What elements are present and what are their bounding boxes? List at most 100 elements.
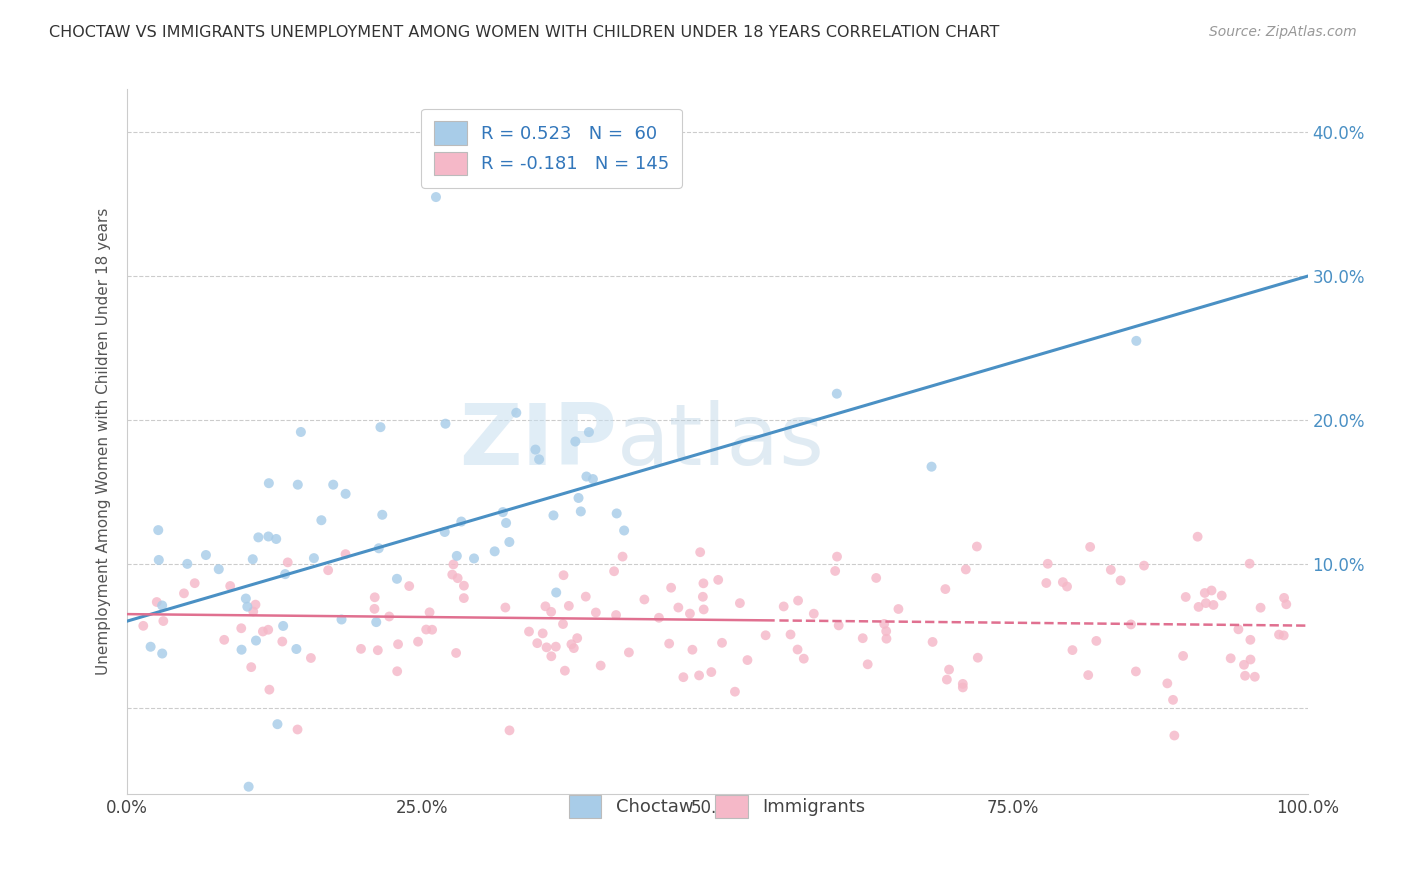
Point: [1243, 670, 1265, 684]
Point: [1233, 657, 1256, 672]
Point: [370, 420, 392, 434]
Point: [366, 615, 388, 629]
Point: [238, 780, 260, 794]
Point: [176, 557, 198, 571]
Point: [1062, 643, 1084, 657]
Point: [786, 642, 808, 657]
Point: [873, 616, 896, 631]
Point: [505, 406, 527, 420]
Point: [242, 552, 264, 566]
Point: [562, 641, 585, 656]
Point: [266, 717, 288, 731]
Point: [453, 579, 475, 593]
Point: [385, 572, 408, 586]
Point: [659, 581, 682, 595]
Point: [245, 598, 267, 612]
Point: [441, 558, 464, 572]
Point: [737, 653, 759, 667]
Point: [235, 591, 257, 606]
Point: [688, 668, 710, 682]
Point: [1052, 575, 1074, 590]
Point: [450, 515, 472, 529]
Legend: Choctaw, Immigrants: Choctaw, Immigrants: [557, 782, 877, 830]
Point: [1272, 628, 1295, 642]
Point: [1187, 599, 1209, 614]
Point: [498, 535, 520, 549]
Point: [551, 617, 574, 632]
Point: [1156, 676, 1178, 690]
Point: [252, 624, 274, 639]
Point: [724, 684, 747, 698]
Point: [463, 551, 485, 566]
Point: [387, 637, 409, 651]
Point: [316, 563, 339, 577]
Point: [367, 541, 389, 556]
Point: [1099, 563, 1122, 577]
Point: [689, 545, 711, 559]
Point: [350, 641, 373, 656]
Point: [1174, 590, 1197, 604]
Point: [212, 632, 235, 647]
Point: [148, 523, 170, 537]
Point: [875, 624, 897, 639]
Point: [803, 607, 825, 621]
Point: [183, 576, 205, 591]
Point: [145, 595, 167, 609]
Point: [612, 549, 634, 564]
Point: [582, 472, 605, 486]
Point: [498, 723, 520, 738]
Point: [330, 613, 353, 627]
Point: [856, 657, 879, 672]
Point: [364, 591, 387, 605]
Point: [865, 571, 887, 585]
Point: [287, 723, 309, 737]
Point: [966, 650, 988, 665]
Point: [589, 658, 612, 673]
Point: [1161, 693, 1184, 707]
Point: [257, 529, 280, 543]
Point: [208, 562, 231, 576]
Point: [257, 623, 280, 637]
Point: [335, 547, 357, 561]
Point: [1195, 596, 1218, 610]
Point: [311, 513, 333, 527]
Point: [150, 599, 173, 613]
Point: [517, 624, 540, 639]
Point: [553, 568, 575, 582]
Point: [558, 599, 581, 613]
Point: [531, 626, 554, 640]
Point: [546, 585, 568, 599]
Point: [1227, 623, 1250, 637]
Point: [938, 663, 960, 677]
Point: [952, 681, 974, 695]
Text: CHOCTAW VS IMMIGRANTS UNEMPLOYMENT AMONG WOMEN WITH CHILDREN UNDER 18 YEARS CORR: CHOCTAW VS IMMIGRANTS UNEMPLOYMENT AMONG…: [49, 25, 1000, 40]
Point: [1125, 334, 1147, 348]
Point: [935, 673, 957, 687]
Text: atlas: atlas: [617, 400, 825, 483]
Point: [492, 505, 515, 519]
Point: [1219, 651, 1241, 665]
Point: [779, 627, 801, 641]
Point: [1133, 558, 1156, 573]
Point: [367, 643, 389, 657]
Point: [1239, 557, 1261, 571]
Point: [692, 576, 714, 591]
Point: [605, 607, 627, 622]
Point: [335, 487, 357, 501]
Point: [1077, 668, 1099, 682]
Point: [219, 579, 242, 593]
Point: [852, 631, 875, 645]
Point: [1085, 634, 1108, 648]
Point: [543, 508, 565, 523]
Text: ZIP: ZIP: [458, 400, 617, 483]
Point: [875, 632, 897, 646]
Point: [271, 619, 294, 633]
Point: [1078, 540, 1101, 554]
Point: [1194, 586, 1216, 600]
Point: [1125, 665, 1147, 679]
Point: [1163, 729, 1185, 743]
Point: [554, 664, 576, 678]
Point: [259, 682, 281, 697]
Text: Source: ZipAtlas.com: Source: ZipAtlas.com: [1209, 25, 1357, 39]
Point: [692, 590, 714, 604]
